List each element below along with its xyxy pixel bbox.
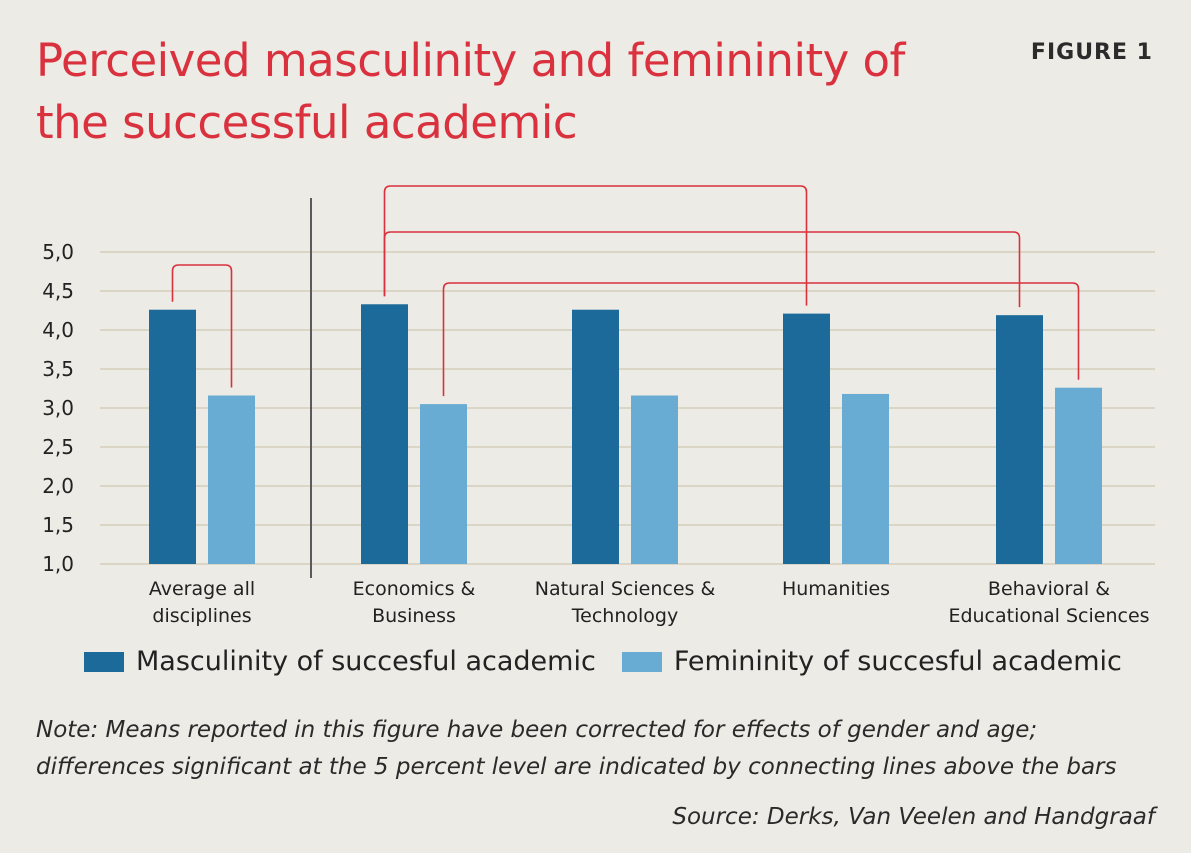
- legend-label-masculinity: Masculinity of succesful academic: [136, 646, 596, 677]
- bars: [149, 304, 1102, 564]
- x-category-label: Average all disciplines: [149, 578, 255, 627]
- figure-label: FIGURE 1: [1030, 40, 1153, 65]
- bar-femininity: [420, 404, 467, 564]
- legend-item-femininity: Femininity of succesful academic: [621, 646, 1122, 677]
- footnote: Note: Means reported in this figure have…: [36, 717, 1117, 780]
- legend-swatch-masculinity: [84, 651, 124, 672]
- significance-bracket: [171, 264, 233, 388]
- y-tick-label: 1,0: [42, 552, 74, 576]
- y-tick-label: 3,5: [42, 357, 74, 381]
- y-axis: 1,0 1,5 2,0 2,5 3,0 3,5 4,0 4,5 5,0: [42, 240, 74, 576]
- y-tick-label: 5,0: [42, 240, 74, 264]
- legend-item-masculinity: Masculinity of succesful academic: [84, 646, 596, 677]
- x-category-label: Behavioral & Educational Sciences: [948, 578, 1149, 627]
- y-tick-label: 3,0: [42, 396, 74, 420]
- y-tick-label: 4,0: [42, 318, 74, 342]
- bar-masculinity: [149, 309, 196, 564]
- y-tick-label: 1,5: [42, 513, 74, 537]
- bar-femininity: [208, 395, 255, 564]
- legend-label-femininity: Femininity of succesful academic: [673, 646, 1122, 677]
- x-category-label: Economics & Business: [353, 578, 476, 627]
- bar-masculinity: [572, 309, 619, 564]
- significance-bracket: [383, 185, 808, 306]
- x-axis: Average all disciplines Economics & Busines…: [149, 578, 1150, 627]
- bar-masculinity: [996, 315, 1043, 564]
- x-category-label: Natural Sciences & Technology: [535, 578, 716, 627]
- y-tick-label: 2,0: [42, 474, 74, 498]
- y-tick-label: 2,5: [42, 435, 74, 459]
- chart-title: Perceived masculinity and femininity of …: [36, 34, 905, 149]
- source-credit: Source: Derks, Van Veelen and Handgraaf: [672, 804, 1155, 830]
- significance-brackets: [171, 185, 1080, 397]
- significance-bracket: [442, 282, 1080, 397]
- significance-bracket: [383, 231, 1021, 308]
- y-tick-label: 4,5: [42, 279, 74, 303]
- bar-chart: 1,0 1,5 2,0 2,5 3,0 3,5 4,0 4,5 5,0 Average all d…: [42, 185, 1155, 627]
- gridlines: [100, 251, 1155, 565]
- x-category-label: Humanities: [782, 578, 890, 600]
- bar-masculinity: [783, 313, 830, 564]
- bar-masculinity: [361, 304, 408, 564]
- bar-femininity: [631, 395, 678, 564]
- legend: Masculinity of succesful academic Femini…: [84, 646, 1164, 677]
- legend-swatch-femininity: [621, 651, 662, 672]
- bar-femininity: [842, 393, 889, 564]
- bar-femininity: [1055, 387, 1102, 564]
